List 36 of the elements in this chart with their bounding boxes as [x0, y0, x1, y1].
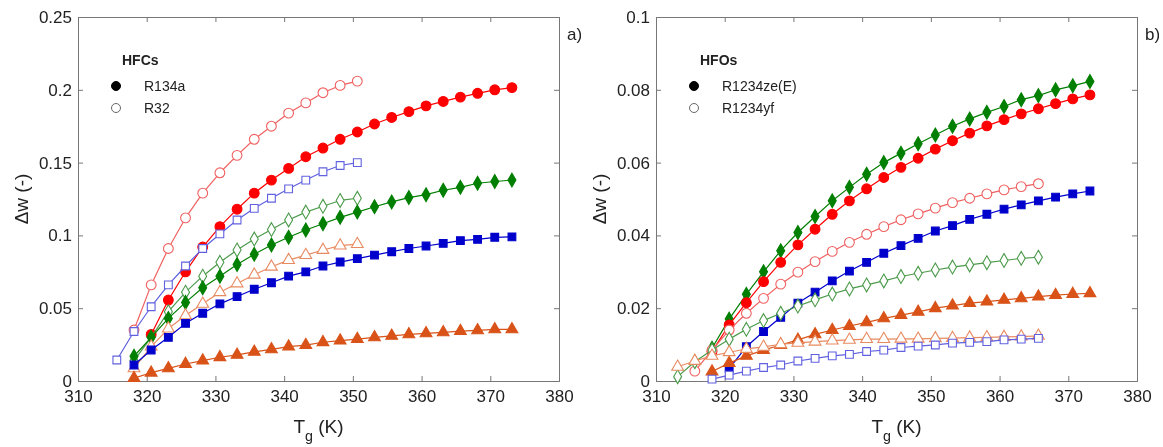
- x-tick-label: 330: [201, 387, 231, 407]
- x-tick-label: 340: [848, 387, 877, 407]
- annotation: R32: [144, 100, 170, 116]
- x-tick-label: 350: [917, 387, 946, 407]
- x-tick-label: 320: [711, 387, 740, 407]
- y-tick-label: 0.06: [616, 153, 650, 173]
- y-tick-label: 0.25: [38, 7, 72, 27]
- x-tick-label: 340: [270, 387, 299, 407]
- x-tick-label: 320: [133, 387, 162, 407]
- annotation: R1234ze(E): [722, 78, 797, 94]
- y-tick-label: 0.04: [616, 226, 650, 246]
- y-tick-label: 0.08: [616, 80, 650, 100]
- annotation: HFOs: [700, 52, 738, 68]
- x-tick-label: 370: [1054, 387, 1083, 407]
- x-axis-title: T$_{g}$ (K): [871, 416, 922, 444]
- y-tick-label: 0.02: [616, 299, 650, 319]
- x-tick-label: 370: [476, 387, 505, 407]
- y-axis-title: Δw (-): [589, 173, 610, 225]
- x-tick-label: 350: [339, 387, 368, 407]
- x-axis-title: T$_{g}$ (K): [293, 416, 344, 444]
- x-tick-label: 360: [407, 387, 437, 407]
- y-tick-label: 0.05: [38, 299, 72, 319]
- y-tick-label: 0.1: [626, 7, 650, 27]
- text: b): [1145, 25, 1161, 44]
- annotation: HFCs: [122, 52, 159, 68]
- annotation: R134a: [144, 78, 186, 94]
- text: a): [567, 25, 583, 44]
- x-tick-label: 380: [545, 387, 574, 407]
- y-tick-label: 0.2: [48, 80, 72, 100]
- x-tick-label: 330: [779, 387, 809, 407]
- x-tick-label: 360: [985, 387, 1015, 407]
- y-axis-title: Δw (-): [11, 173, 32, 225]
- annotation: R1234yf: [722, 100, 775, 116]
- y-tick-label: 0.15: [38, 153, 72, 173]
- y-tick-label: 0.1: [48, 226, 72, 246]
- x-tick-label: 380: [1123, 387, 1152, 407]
